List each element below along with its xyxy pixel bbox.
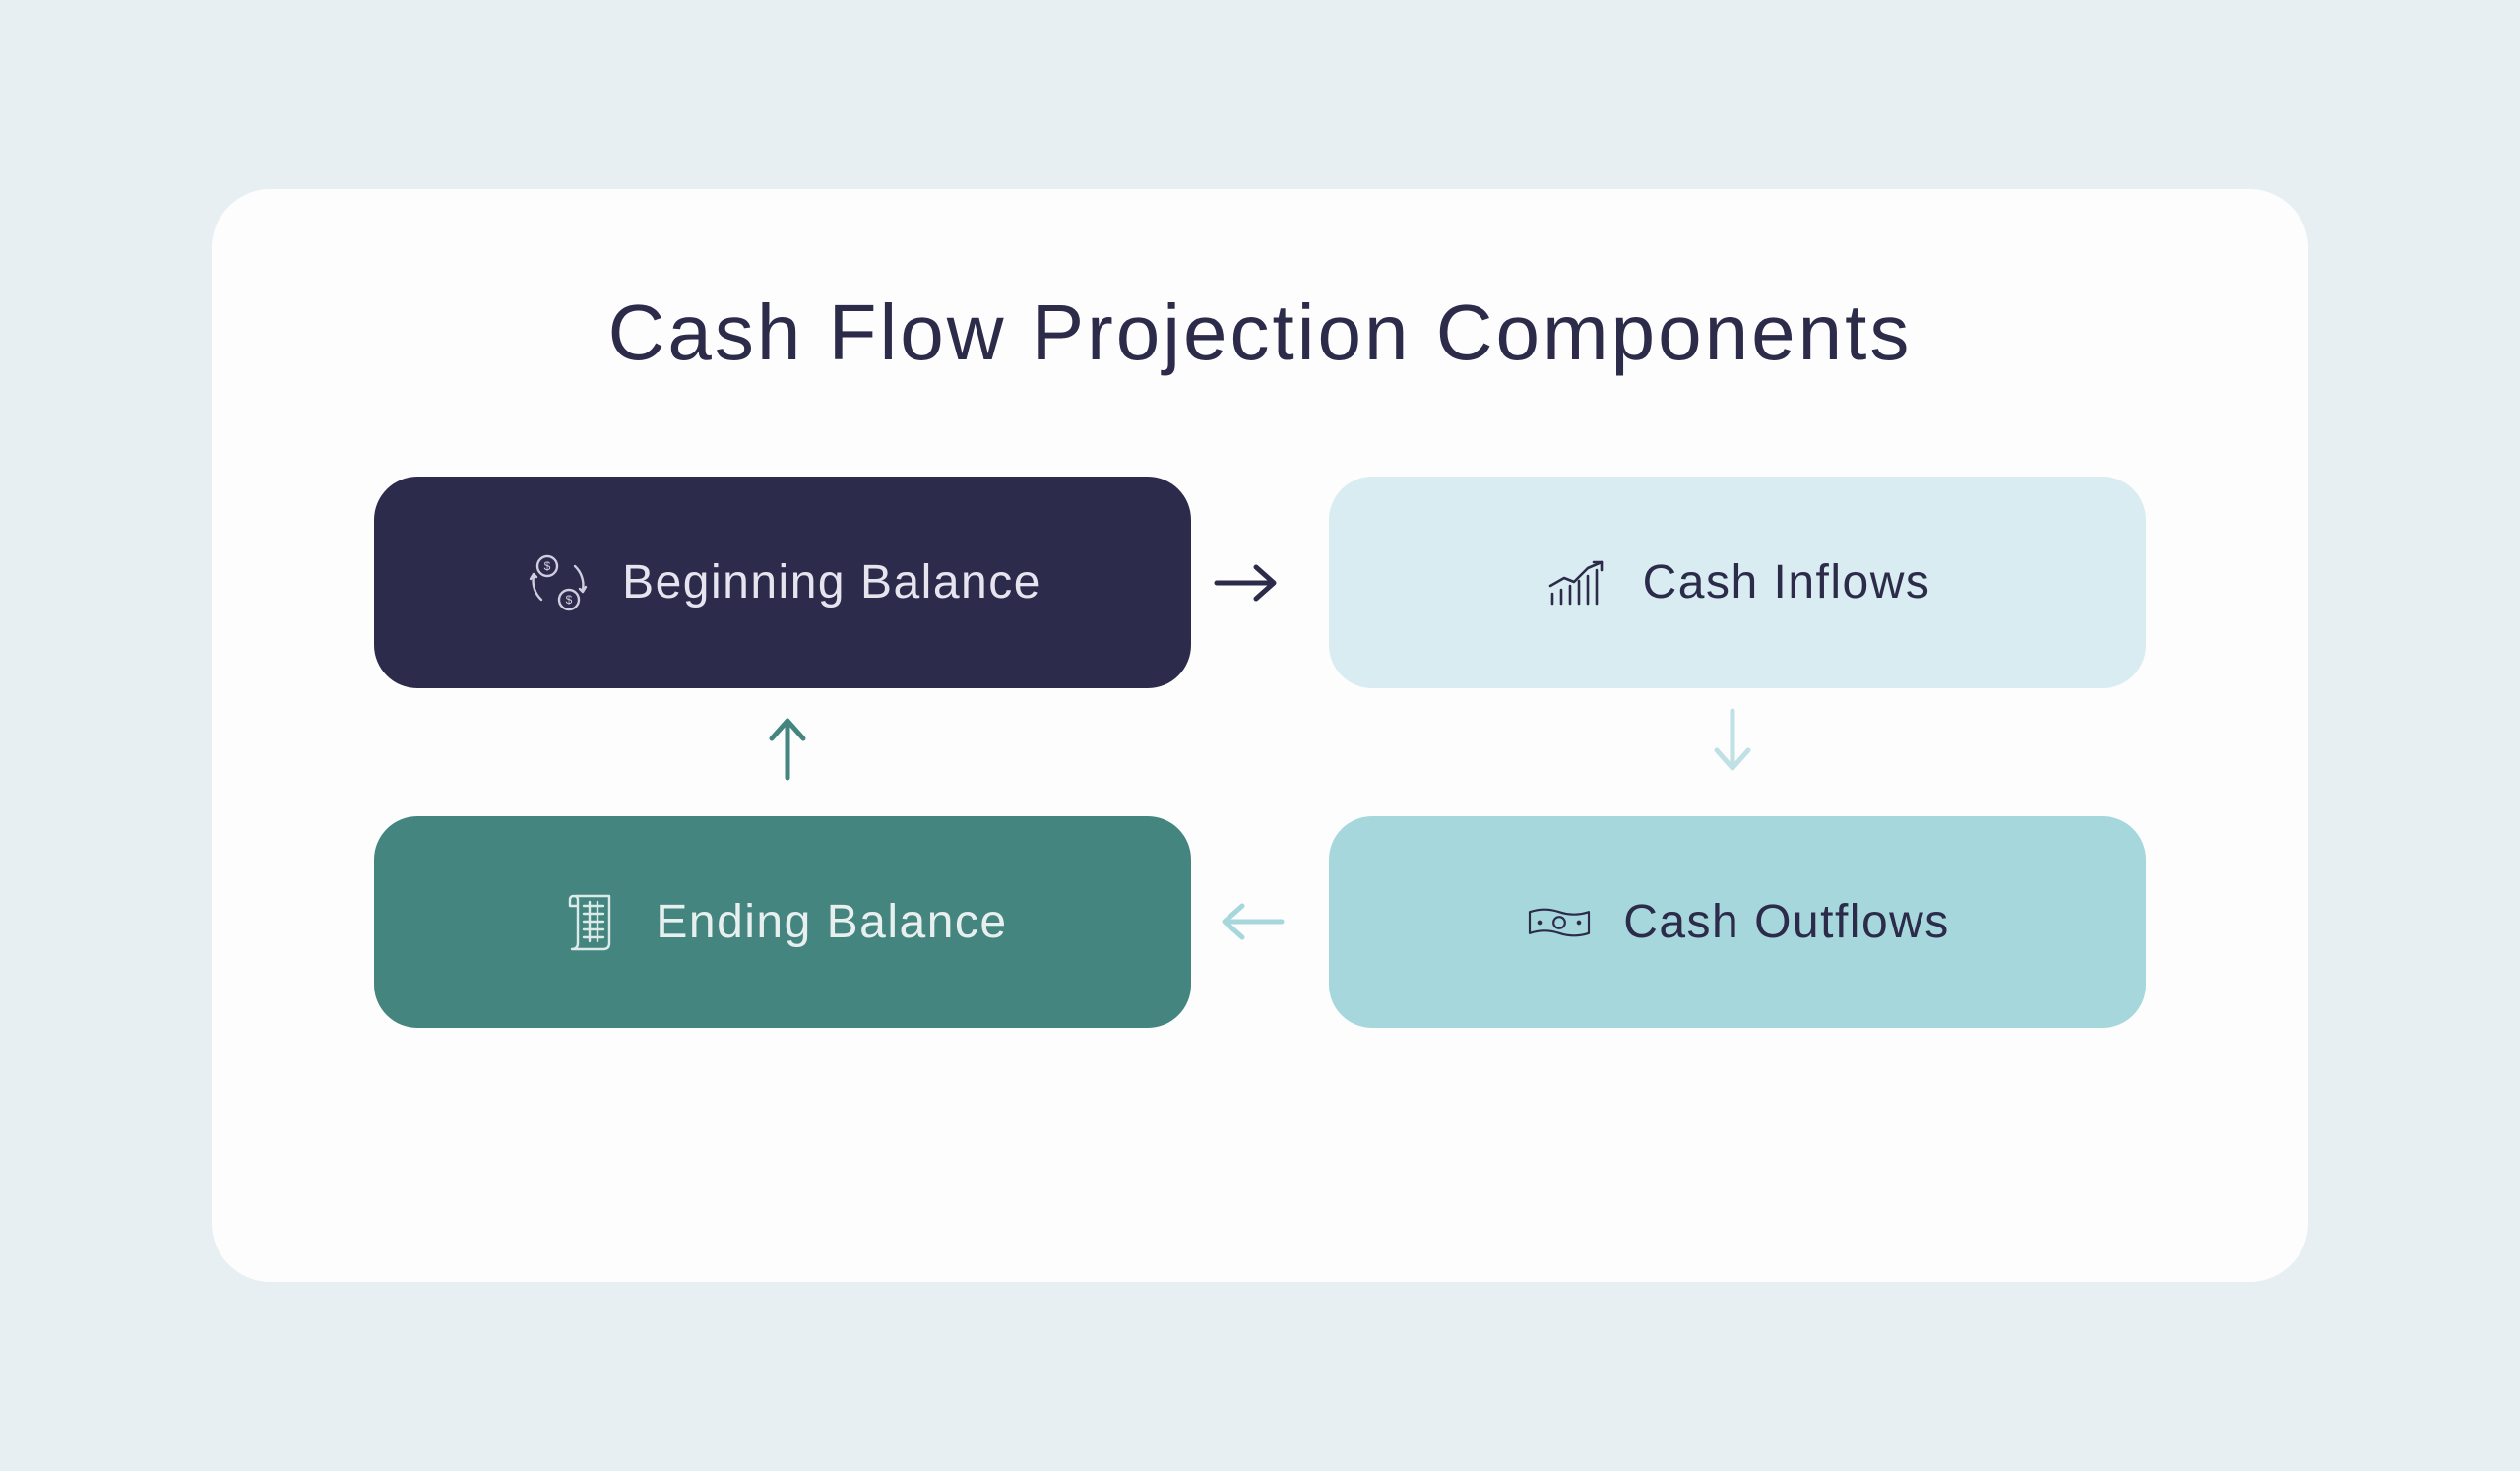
node-cash-outflows: Cash Outflows (1329, 816, 2146, 1028)
node-ending-balance: Ending Balance (374, 816, 1191, 1028)
svg-text:$: $ (566, 593, 573, 607)
growth-chart-icon (1544, 548, 1613, 617)
cashflow-diagram: $ $ Beginning Balance (374, 477, 2146, 1028)
money-cycle-icon: $ $ (524, 548, 593, 617)
arrow-down-icon (1713, 705, 1752, 784)
arrow-up-icon (768, 705, 807, 784)
node-label: Beginning Balance (622, 555, 1041, 609)
diagram-card: Cash Flow Projection Components $ $ (212, 189, 2308, 1282)
outer-frame: Cash Flow Projection Components $ $ (37, 37, 2483, 1434)
node-label: Ending Balance (656, 895, 1007, 949)
node-label: Cash Inflows (1643, 555, 1931, 609)
arrow-left-icon (1209, 902, 1288, 941)
node-label: Cash Outflows (1623, 895, 1950, 949)
banknote-icon (1525, 888, 1594, 957)
node-beginning-balance: $ $ Beginning Balance (374, 477, 1191, 688)
receipt-icon (557, 888, 626, 957)
svg-text:$: $ (544, 559, 551, 573)
node-cash-inflows: Cash Inflows (1329, 477, 2146, 688)
diagram-title: Cash Flow Projection Components (608, 288, 1913, 378)
arrow-right-icon (1211, 563, 1290, 603)
